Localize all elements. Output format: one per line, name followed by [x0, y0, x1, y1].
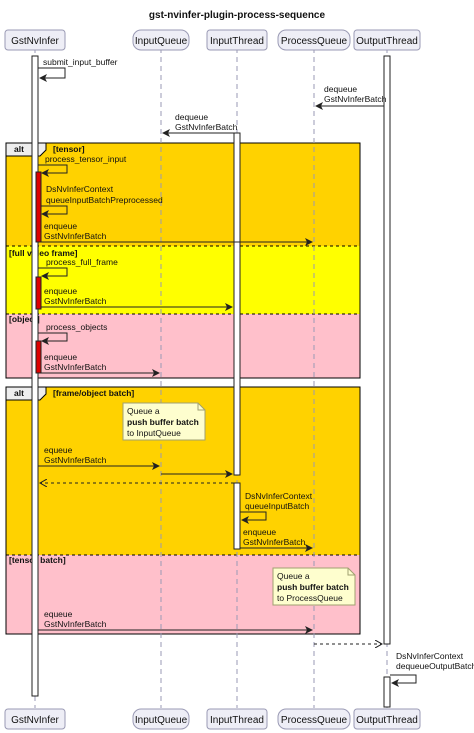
svg-text:OutputThread: OutputThread: [356, 715, 418, 726]
svg-text:enqueue: enqueue: [44, 286, 77, 296]
activation-inputthread-2: [233, 482, 241, 550]
participant-processqueue: ProcessQueue: [277, 29, 351, 51]
svg-text:GstNvInferBatch: GstNvInferBatch: [324, 94, 387, 104]
svg-text:process_tensor_input: process_tensor_input: [45, 154, 127, 164]
msg-output-dequeue: dequeue GstNvInferBatch: [315, 84, 387, 110]
svg-text:OutputThread: OutputThread: [356, 36, 418, 47]
msg-dequeue-output-batch: DsNvInferContext dequeueOutputBatch: [390, 651, 474, 687]
svg-text:GstNvInferBatch: GstNvInferBatch: [44, 296, 107, 306]
activation-outputthread-2: [383, 676, 391, 708]
msg-enqueue-frame-batch: enqueue GstNvInferBatch: [240, 527, 313, 552]
alt1-section-object: [6, 314, 360, 378]
svg-text:InputThread: InputThread: [210, 36, 264, 47]
svg-text:GstNvInfer: GstNvInfer: [11, 36, 59, 47]
red-activation-object: [35, 340, 42, 374]
msg-enqueue-object: enqueue GstNvInferBatch: [41, 352, 160, 377]
svg-text:enqueue: enqueue: [44, 221, 77, 231]
red-activation-full-frame: [35, 276, 42, 310]
participant-processqueue-bottom: ProcessQueue: [277, 708, 351, 730]
participants-bottom: GstNvInfer InputQueue InputThread Proces…: [4, 708, 421, 730]
participant-inputthread-bottom: InputThread: [206, 708, 268, 730]
participant-outputthread: OutputThread: [353, 29, 421, 51]
svg-text:DsNvInferContext: DsNvInferContext: [46, 184, 114, 194]
activation-outputthread-1: [383, 55, 391, 645]
svg-text:InputQueue: InputQueue: [135, 715, 188, 726]
msg-process-full-frame: process_full_frame: [38, 257, 118, 280]
activation-inputthread-1: [233, 132, 241, 476]
svg-text:queueInputBatch: queueInputBatch: [245, 501, 310, 511]
msg-queue-preprocessed: DsNvInferContext queueInputBatchPreproce…: [41, 184, 163, 218]
svg-text:equeue: equeue: [44, 609, 73, 619]
alt1-guard-full-video-frame: [full video frame]: [9, 248, 78, 258]
msg-queue-input-batch: DsNvInferContext queueInputBatch: [240, 491, 313, 524]
msg-equeue-tensor-batch: equeue GstNvInferBatch: [38, 609, 313, 634]
svg-text:InputQueue: InputQueue: [135, 36, 188, 47]
svg-text:ProcessQueue: ProcessQueue: [281, 36, 348, 47]
msg-enqueue-full-frame: enqueue GstNvInferBatch: [41, 286, 233, 311]
svg-text:Queue a: Queue a: [127, 406, 160, 416]
alt1-guard-object: [object]: [9, 314, 40, 324]
participant-inputqueue-bottom: InputQueue: [132, 708, 190, 730]
svg-text:enqueue: enqueue: [243, 527, 276, 537]
msg-process-objects: process_objects: [38, 322, 107, 345]
svg-text:process_full_frame: process_full_frame: [46, 257, 118, 267]
note-push-buffer-processqueue: Queue a push buffer batch to ProcessQueu…: [272, 567, 356, 606]
alt1-section-full-frame: [6, 246, 360, 314]
participant-gstnvinfer: GstNvInfer: [4, 29, 66, 51]
svg-text:GstNvInferBatch: GstNvInferBatch: [44, 619, 107, 629]
svg-text:enqueue: enqueue: [44, 352, 77, 362]
svg-text:process_objects: process_objects: [46, 322, 107, 332]
svg-text:queueInputBatchPreprocessed: queueInputBatchPreprocessed: [46, 195, 163, 205]
svg-text:DsNvInferContext: DsNvInferContext: [245, 491, 313, 501]
svg-text:GstNvInfer: GstNvInfer: [11, 715, 59, 726]
msg-enqueue-tensor: enqueue GstNvInferBatch: [41, 221, 313, 246]
svg-text:push buffer batch: push buffer batch: [127, 417, 199, 427]
msg-process-tensor-input: process_tensor_input: [38, 154, 127, 177]
svg-text:to ProcessQueue: to ProcessQueue: [277, 593, 343, 603]
msg-equeue-frame-batch: equeue GstNvInferBatch: [38, 445, 160, 470]
activations: [31, 55, 391, 708]
svg-text:dequeueOutputBatch: dequeueOutputBatch: [396, 661, 474, 671]
svg-text:GstNvInferBatch: GstNvInferBatch: [44, 362, 107, 372]
svg-text:Queue a: Queue a: [277, 571, 310, 581]
svg-text:dequeue: dequeue: [324, 84, 357, 94]
svg-text:DsNvInferContext: DsNvInferContext: [396, 651, 464, 661]
alt1-keyword: alt: [14, 144, 24, 154]
msg-input-dequeue: dequeue GstNvInferBatch: [162, 112, 238, 137]
svg-text:GstNvInferBatch: GstNvInferBatch: [243, 537, 306, 547]
activation-gstnvinfer: [31, 55, 39, 697]
alt2-guard-frame-object-batch: [frame/object batch]: [53, 388, 134, 398]
alt-frame-1: alt [tensor] [full video frame] [object]: [5, 142, 361, 379]
note-push-buffer-inputqueue: Queue a push buffer batch to InputQueue: [122, 402, 206, 441]
svg-text:dequeue: dequeue: [175, 112, 208, 122]
alt1-guard-tensor: [tensor]: [53, 144, 85, 154]
participant-gstnvinfer-bottom: GstNvInfer: [4, 708, 66, 730]
svg-text:push buffer batch: push buffer batch: [277, 582, 349, 592]
svg-text:GstNvInferBatch: GstNvInferBatch: [175, 122, 238, 132]
participant-outputthread-bottom: OutputThread: [353, 708, 421, 730]
svg-text:submit_input_buffer: submit_input_buffer: [43, 57, 118, 67]
svg-text:GstNvInferBatch: GstNvInferBatch: [44, 455, 107, 465]
svg-text:to InputQueue: to InputQueue: [127, 428, 181, 438]
diagram-title: gst-nvinfer-plugin-process-sequence: [149, 10, 326, 21]
svg-text:InputThread: InputThread: [210, 715, 264, 726]
msg-submit-input-buffer: submit_input_buffer: [38, 57, 118, 82]
participant-inputqueue: InputQueue: [132, 29, 190, 51]
messages: submit_input_buffer dequeue GstNvInferBa…: [38, 57, 474, 687]
svg-text:ProcessQueue: ProcessQueue: [281, 715, 348, 726]
red-activation-tensor: [35, 171, 42, 243]
svg-text:GstNvInferBatch: GstNvInferBatch: [44, 231, 107, 241]
svg-text:equeue: equeue: [44, 445, 73, 455]
participants-top: GstNvInfer InputQueue InputThread Proces…: [4, 29, 421, 51]
alt2-keyword: alt: [14, 388, 24, 398]
alt1-section-tensor: [6, 143, 360, 246]
participant-inputthread: InputThread: [206, 29, 268, 51]
